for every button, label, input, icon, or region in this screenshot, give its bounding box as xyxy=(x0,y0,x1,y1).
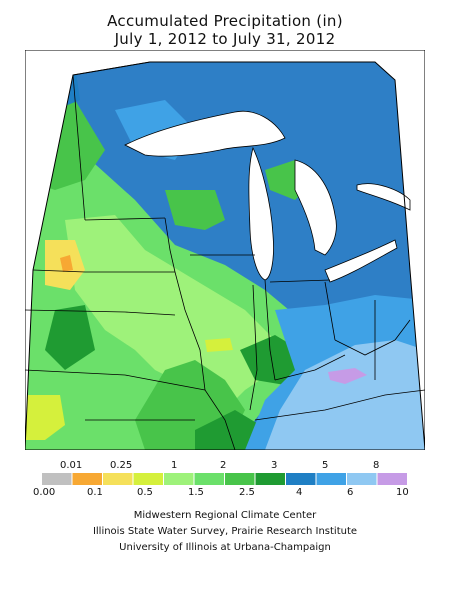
legend-label-8: 8 xyxy=(373,460,380,471)
legend-label-2.5: 2.5 xyxy=(239,487,255,498)
legend-label-0.25: 0.25 xyxy=(110,460,133,471)
legend-label-10: 10 xyxy=(396,487,409,498)
legend-swatch xyxy=(377,473,407,485)
precipitation-field xyxy=(25,62,425,450)
legend-swatch xyxy=(286,473,316,485)
credit-line-2: Illinois State Water Survey, Prairie Res… xyxy=(92,526,358,537)
legend-swatch xyxy=(347,473,377,485)
legend-swatch xyxy=(316,473,346,485)
credit-line-1: Midwestern Regional Climate Center xyxy=(133,510,317,521)
legend-label-3: 3 xyxy=(271,460,278,471)
legend-label-4: 4 xyxy=(296,487,303,498)
legend-label-1.5: 1.5 xyxy=(188,487,204,498)
legend-label-1: 1 xyxy=(171,460,178,471)
map-title: Accumulated Precipitation (in) xyxy=(107,12,343,30)
credit-line-3: University of Illinois at Urbana-Champai… xyxy=(119,542,331,553)
legend-swatch xyxy=(164,473,194,485)
legend-label-0.00: 0.00 xyxy=(33,487,56,498)
legend-swatch xyxy=(225,473,255,485)
legend-label-0.5: 0.5 xyxy=(137,487,153,498)
legend-label-5: 5 xyxy=(322,460,329,471)
legend-label-2: 2 xyxy=(220,460,227,471)
legend-swatch xyxy=(103,473,133,485)
map-subtitle: July 1, 2012 to July 31, 2012 xyxy=(114,30,336,48)
legend-swatch xyxy=(133,473,163,485)
lake-erie xyxy=(324,239,398,283)
legend-label-0.1: 0.1 xyxy=(87,487,103,498)
lake-superior xyxy=(124,110,286,157)
legend-label-6: 6 xyxy=(347,487,354,498)
legend-swatch xyxy=(255,473,285,485)
state-boundaries xyxy=(25,61,425,450)
lake-huron xyxy=(294,159,337,256)
legend-swatch xyxy=(42,473,72,485)
legend-swatch xyxy=(194,473,224,485)
legend-label-0.01: 0.01 xyxy=(60,460,83,471)
great-lakes xyxy=(124,110,411,283)
legend-colorbar xyxy=(42,473,407,485)
map-border xyxy=(25,61,425,450)
legend-swatch xyxy=(72,473,102,485)
precipitation-map xyxy=(25,50,425,450)
